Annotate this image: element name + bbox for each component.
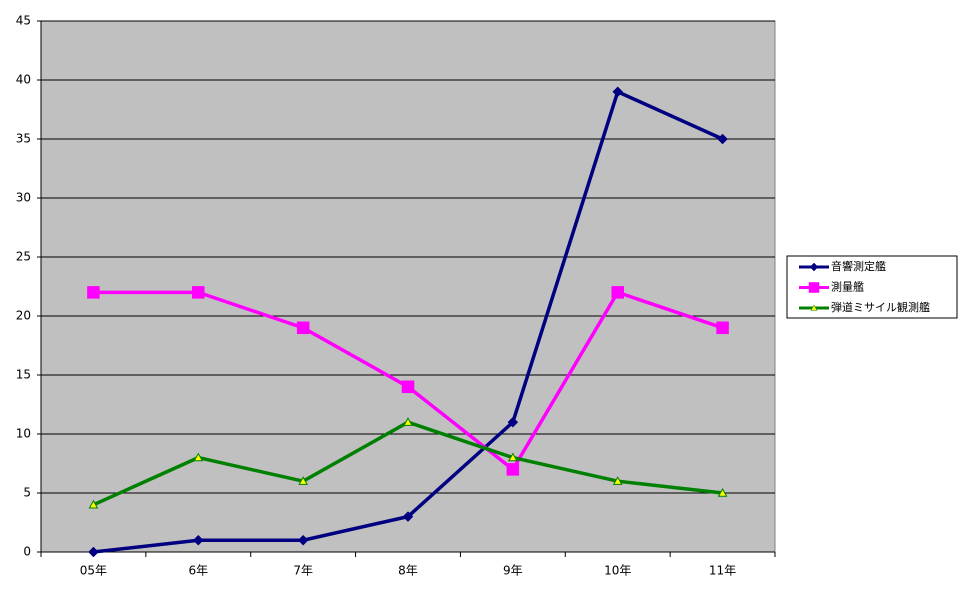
x-tick-label: 05年: [80, 564, 107, 578]
marker: [403, 417, 413, 426]
y-tick-label: 30: [16, 191, 31, 205]
marker: [716, 321, 729, 335]
x-tick-label: 10年: [604, 564, 631, 578]
y-tick-label: 25: [16, 250, 31, 264]
marker: [809, 262, 819, 272]
marker: [88, 546, 99, 558]
y-tick-label: 5: [23, 486, 31, 500]
plot-area: [40, 20, 776, 553]
marker: [508, 452, 518, 462]
x-tick-label: 7年: [293, 564, 313, 578]
x-tick-label: 6年: [188, 564, 208, 578]
marker: [808, 282, 820, 293]
marker: [296, 321, 310, 335]
marker: [192, 286, 205, 299]
marker: [717, 133, 728, 145]
y-tick-label: 15: [16, 368, 31, 382]
x-tick-label: 11年: [709, 564, 736, 578]
marker: [401, 380, 415, 394]
marker: [298, 476, 308, 485]
marker: [506, 463, 520, 476]
x-tick-label: 8年: [398, 564, 418, 578]
legend-label: 測量艦: [831, 280, 864, 294]
y-tick-label: 10: [16, 427, 31, 441]
x-tick-label: 9年: [503, 564, 523, 578]
marker: [611, 286, 624, 299]
y-tick-label: 20: [16, 309, 31, 323]
marker: [717, 487, 728, 497]
y-tick-label: 45: [16, 14, 31, 28]
legend-label: 音響測定艦: [831, 259, 886, 273]
marker: [87, 286, 100, 299]
y-tick-label: 35: [16, 132, 31, 146]
marker: [88, 499, 99, 509]
marker: [612, 476, 623, 485]
marker: [507, 416, 519, 428]
y-tick-label: 0: [23, 545, 31, 559]
marker: [192, 534, 204, 546]
y-tick-label: 40: [16, 73, 31, 87]
marker: [402, 511, 414, 522]
marker: [810, 304, 818, 311]
marker: [297, 534, 309, 546]
legend-label: 弾道ミサイル観測艦: [831, 300, 930, 314]
marker: [612, 86, 624, 98]
marker: [193, 452, 204, 462]
